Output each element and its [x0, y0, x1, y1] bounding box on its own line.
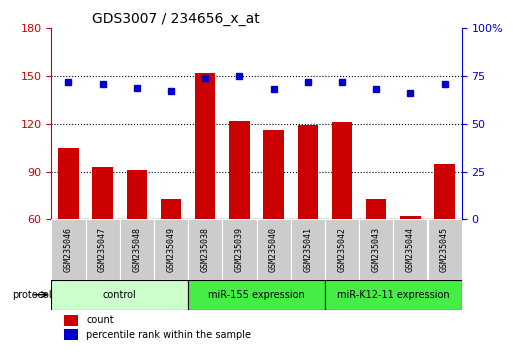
Bar [263, 130, 284, 315]
Bar [435, 164, 455, 315]
Text: GSM235038: GSM235038 [201, 227, 210, 272]
Text: GSM235042: GSM235042 [338, 227, 346, 272]
Text: GSM235041: GSM235041 [303, 227, 312, 272]
Text: miR-K12-11 expression: miR-K12-11 expression [337, 290, 449, 300]
Bar [400, 216, 421, 315]
Text: GSM235047: GSM235047 [98, 227, 107, 272]
Bar [291, 219, 325, 280]
Bar [366, 199, 386, 315]
Bar [51, 280, 188, 310]
Bar [256, 219, 291, 280]
Text: control: control [103, 290, 136, 300]
Bar [64, 329, 78, 340]
Text: GSM235039: GSM235039 [235, 227, 244, 272]
Text: GSM235049: GSM235049 [167, 227, 175, 272]
Bar [127, 170, 147, 315]
Bar [332, 122, 352, 315]
Bar [64, 315, 78, 326]
Text: GSM235044: GSM235044 [406, 227, 415, 272]
Text: GDS3007 / 234656_x_at: GDS3007 / 234656_x_at [92, 12, 260, 26]
Bar [325, 219, 359, 280]
Bar [359, 219, 393, 280]
Bar [51, 219, 86, 280]
Text: protocol: protocol [12, 290, 51, 300]
Bar [120, 219, 154, 280]
Bar [427, 219, 462, 280]
Bar [222, 219, 256, 280]
Bar [154, 219, 188, 280]
Bar [86, 219, 120, 280]
Bar [393, 219, 427, 280]
Text: GSM235048: GSM235048 [132, 227, 141, 272]
Text: percentile rank within the sample: percentile rank within the sample [86, 330, 251, 339]
Bar [325, 280, 462, 310]
Bar [195, 73, 215, 315]
Text: GSM235043: GSM235043 [372, 227, 381, 272]
Bar [161, 199, 181, 315]
Text: miR-155 expression: miR-155 expression [208, 290, 305, 300]
Bar [92, 167, 113, 315]
Text: GSM235046: GSM235046 [64, 227, 73, 272]
Bar [58, 148, 78, 315]
Bar [298, 126, 318, 315]
Bar [188, 280, 325, 310]
Bar [188, 219, 222, 280]
Text: count: count [86, 315, 114, 325]
Text: GSM235040: GSM235040 [269, 227, 278, 272]
Bar [229, 121, 250, 315]
Text: GSM235045: GSM235045 [440, 227, 449, 272]
